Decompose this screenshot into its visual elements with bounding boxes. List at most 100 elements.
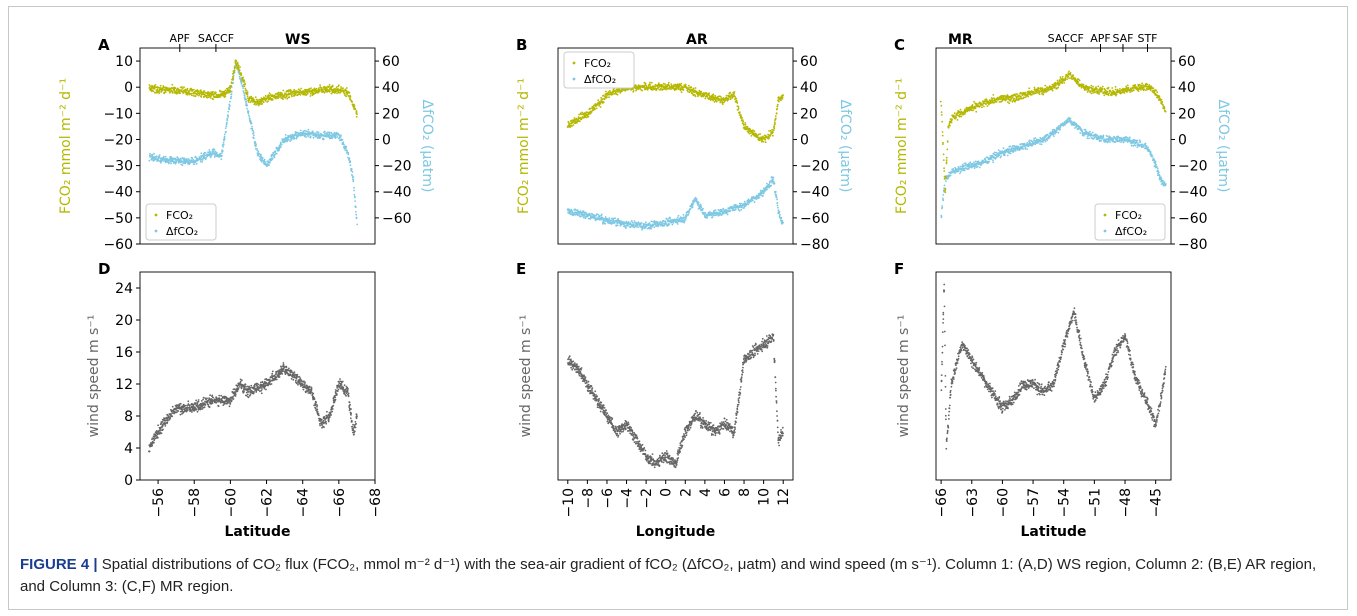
- C-dfco2-point: [1156, 167, 1159, 170]
- A-fco2-point: [264, 100, 267, 102]
- C-fco2-point: [1027, 95, 1030, 98]
- C-dfco2-point: [1106, 135, 1109, 138]
- B-fco2-point: [712, 93, 715, 96]
- B-dfco2-point: [616, 224, 619, 227]
- C-fco2-point: [1016, 93, 1019, 95]
- C-dfco2-point: [957, 166, 960, 168]
- B-fco2-point: [776, 103, 779, 106]
- A-dfco2-point: [167, 162, 170, 165]
- B-dfco2-point: [637, 226, 640, 229]
- A-dfco2-point: [273, 150, 276, 153]
- A-fco2-point: [247, 99, 250, 102]
- A-fco2-point: [215, 93, 218, 96]
- A-dfco2-point: [190, 156, 193, 159]
- panel-B-legend-dfco2: ΔfCO₂: [584, 73, 616, 86]
- C-fco2-point: [940, 111, 943, 113]
- A-fco2-point: [349, 98, 351, 101]
- A-dfco2-point: [323, 131, 325, 134]
- panel-C-ylabel-right: ΔfCO₂ (μatm): [1215, 100, 1231, 193]
- B-dfco2-point: [664, 220, 667, 223]
- C-dfco2-point: [959, 172, 961, 175]
- B-fco2-point: [708, 92, 710, 95]
- A-dfco2-point: [270, 154, 273, 157]
- C-dfco2-point: [954, 172, 957, 174]
- A-dfco2-point: [158, 154, 161, 156]
- B-dfco2-point: [604, 222, 606, 225]
- A-dfco2-point: [287, 134, 289, 137]
- panel-A-legend-marker-dfco2: [154, 229, 158, 233]
- C-dfco2-point: [1150, 153, 1153, 156]
- B-fco2-point: [776, 107, 779, 110]
- A-fco2-point: [293, 88, 296, 91]
- B-dfco2-point: [747, 198, 750, 201]
- A-fco2-point: [319, 84, 321, 86]
- C-dfco2-point: [1079, 132, 1082, 134]
- C-fco2-point: [958, 115, 961, 118]
- C-fco2-point: [945, 156, 948, 159]
- B-dfco2-point: [668, 223, 670, 226]
- B-dfco2-point: [615, 225, 618, 227]
- A-fco2-point: [282, 98, 284, 101]
- C-dfco2-point: [1034, 137, 1037, 140]
- A-fco2-point: [286, 93, 289, 96]
- panel-A-front-label: SACCF: [198, 32, 234, 45]
- B-dfco2-point: [633, 220, 636, 222]
- panel-B-ytick-label-right: −20: [800, 159, 830, 175]
- A-dfco2-point: [243, 97, 246, 99]
- A-dfco2-point: [225, 125, 228, 128]
- A-fco2-point: [278, 93, 281, 96]
- A-fco2-point: [226, 87, 229, 90]
- A-dfco2-point: [281, 138, 284, 141]
- A-fco2-point: [183, 86, 185, 89]
- B-fco2-point: [762, 135, 764, 138]
- A-dfco2-point: [194, 156, 197, 159]
- A-fco2-point: [328, 84, 331, 86]
- B-fco2-point: [737, 105, 740, 108]
- C-dfco2-point: [1068, 116, 1070, 119]
- B-dfco2-point: [729, 209, 732, 212]
- A-fco2-point: [155, 89, 158, 92]
- B-fco2-point: [597, 99, 600, 102]
- A-fco2-point: [337, 85, 340, 88]
- B-dfco2-point: [778, 211, 781, 214]
- A-fco2-point: [317, 87, 320, 90]
- A-fco2-point: [246, 91, 249, 93]
- B-dfco2-point: [734, 208, 737, 211]
- A-dfco2-point: [291, 133, 294, 136]
- A-dfco2-point: [224, 131, 227, 134]
- C-dfco2-point: [997, 149, 1000, 152]
- C-dfco2-point: [1026, 148, 1028, 151]
- A-dfco2-point: [355, 216, 358, 219]
- panel-A-ytick-label-right: 60: [382, 54, 400, 70]
- C-dfco2-point: [988, 160, 991, 163]
- A-fco2-point: [211, 97, 214, 100]
- A-fco2-point: [314, 92, 317, 95]
- B-fco2-point: [742, 120, 745, 123]
- A-dfco2-point: [352, 178, 354, 181]
- A-dfco2-point: [350, 169, 353, 172]
- A-dfco2-point: [354, 205, 357, 208]
- B-fco2-point: [774, 117, 777, 120]
- A-fco2-point: [172, 86, 175, 89]
- A-dfco2-point: [251, 129, 254, 132]
- A-dfco2-point: [182, 162, 185, 164]
- B-fco2-point: [657, 82, 660, 84]
- B-fco2-point: [744, 123, 747, 126]
- B-fco2-point: [775, 112, 778, 115]
- A-dfco2-point: [303, 134, 306, 137]
- panel-B-ytick-label-right: −40: [800, 185, 830, 201]
- A-fco2-point: [297, 88, 300, 91]
- B-dfco2-point: [583, 213, 586, 216]
- A-fco2-point: [232, 70, 235, 72]
- C-fco2-point: [942, 153, 945, 156]
- A-fco2-point: [209, 97, 212, 99]
- A-dfco2-point: [223, 139, 225, 142]
- A-fco2-point: [330, 88, 333, 91]
- B-fco2-point: [725, 94, 728, 97]
- A-dfco2-points: [148, 60, 359, 226]
- panel-A-ytick-label-left: −40: [103, 185, 133, 201]
- B-fco2-point: [781, 98, 784, 100]
- C-fco2-point: [972, 109, 975, 112]
- C-fco2-point: [953, 112, 956, 115]
- A-dfco2-point: [239, 77, 241, 80]
